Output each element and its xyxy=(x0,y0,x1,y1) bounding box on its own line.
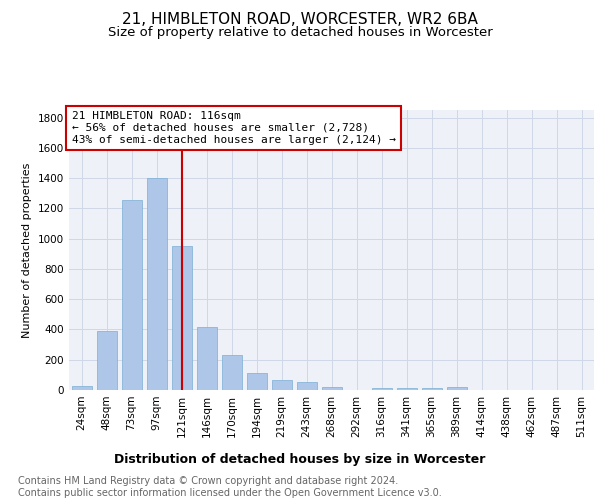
Bar xyxy=(221,355,241,390)
Bar xyxy=(397,388,416,390)
Text: Size of property relative to detached houses in Worcester: Size of property relative to detached ho… xyxy=(107,26,493,39)
Text: Contains HM Land Registry data © Crown copyright and database right 2024.: Contains HM Land Registry data © Crown c… xyxy=(18,476,398,486)
Bar xyxy=(71,386,91,390)
Text: Distribution of detached houses by size in Worcester: Distribution of detached houses by size … xyxy=(115,452,485,466)
Bar xyxy=(172,246,191,390)
Bar xyxy=(421,388,442,390)
Bar xyxy=(97,331,116,390)
Bar xyxy=(146,178,167,390)
Bar xyxy=(247,372,266,390)
Bar xyxy=(371,388,392,390)
Text: 21 HIMBLETON ROAD: 116sqm
← 56% of detached houses are smaller (2,728)
43% of se: 21 HIMBLETON ROAD: 116sqm ← 56% of detac… xyxy=(71,112,395,144)
Bar xyxy=(197,327,217,390)
Bar xyxy=(121,200,142,390)
Text: 21, HIMBLETON ROAD, WORCESTER, WR2 6BA: 21, HIMBLETON ROAD, WORCESTER, WR2 6BA xyxy=(122,12,478,28)
Text: Contains public sector information licensed under the Open Government Licence v3: Contains public sector information licen… xyxy=(18,488,442,498)
Bar xyxy=(271,380,292,390)
Y-axis label: Number of detached properties: Number of detached properties xyxy=(22,162,32,338)
Bar xyxy=(296,382,317,390)
Bar xyxy=(322,387,341,390)
Bar xyxy=(446,387,467,390)
